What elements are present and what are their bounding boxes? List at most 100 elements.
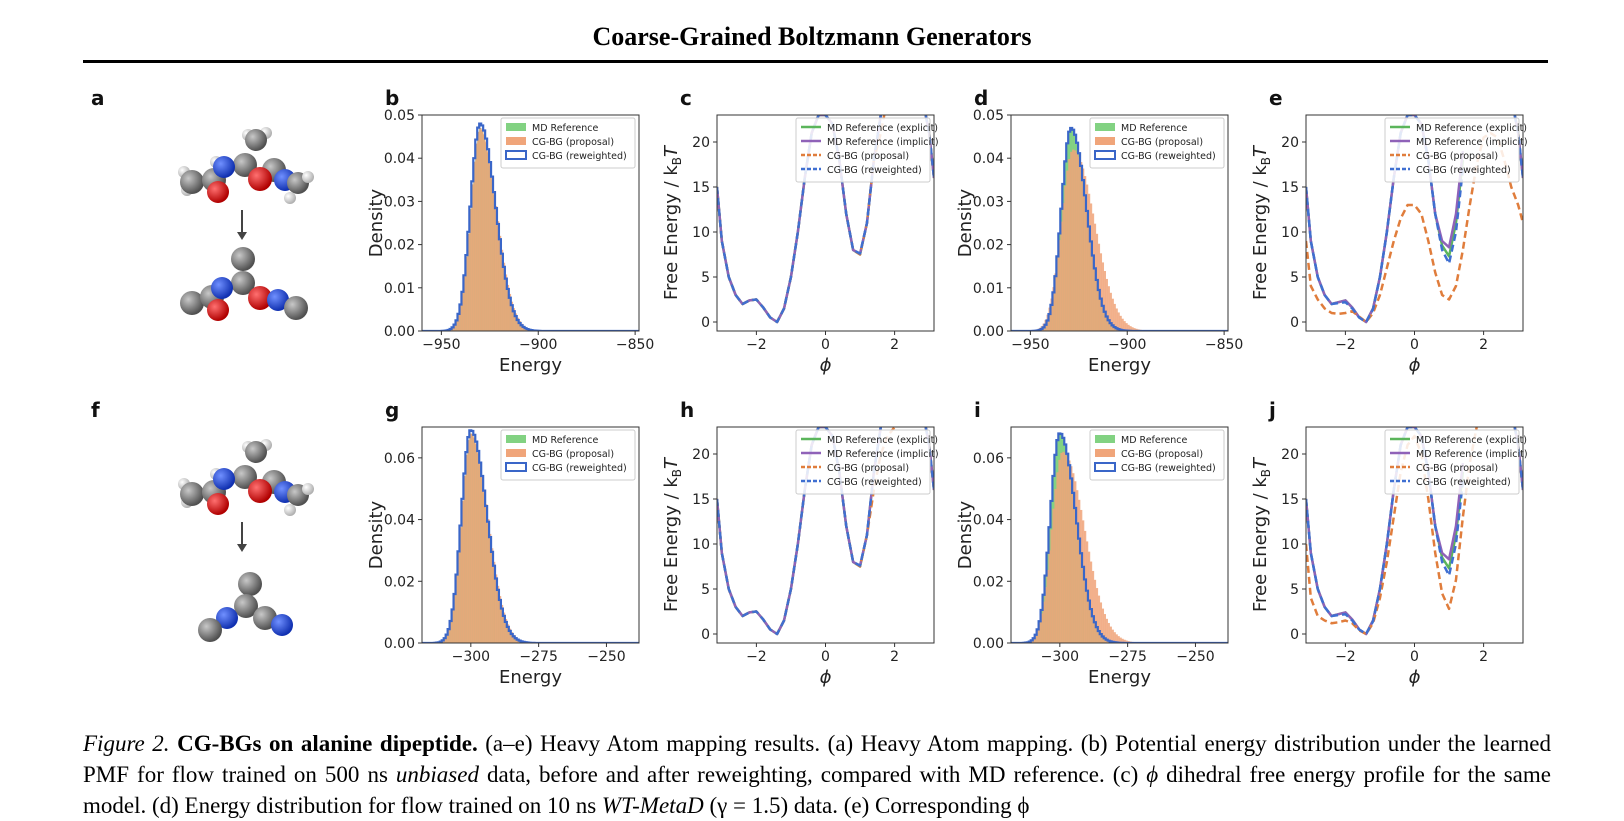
x-axis-label: ϕ	[820, 667, 832, 688]
panel-label-a: a	[91, 86, 105, 110]
y-tick-label: 0.00	[384, 636, 415, 652]
hist-bar	[487, 151, 489, 331]
x-tick-label: −950	[1011, 337, 1049, 353]
legend-entry: MD Reference (implicit)	[827, 137, 939, 148]
hist-bar	[1076, 153, 1078, 331]
x-tick-label: −250	[587, 649, 625, 665]
x-axis-label: Energy	[1088, 667, 1151, 688]
panel-label-d: d	[974, 86, 988, 110]
y-tick-label: 0.03	[384, 194, 415, 210]
y-axis-label: Free Energy / kBT	[1250, 144, 1273, 300]
legend-entry: CG-BG (reweighted)	[532, 151, 627, 162]
y-tick-label: 15	[1281, 492, 1299, 508]
x-tick-label: −300	[452, 649, 490, 665]
hist-bar	[1104, 271, 1106, 331]
hist-bar	[1064, 453, 1066, 643]
legend-entry: MD Reference (implicit)	[827, 449, 939, 460]
legend-swatch	[506, 137, 526, 145]
y-tick-label: 15	[1281, 180, 1299, 196]
hist-bar	[1054, 489, 1056, 643]
arrow-down-icon	[237, 522, 247, 552]
y-tick-label: 0	[701, 627, 710, 643]
legend-entry: CG-BG (reweighted)	[1416, 477, 1511, 488]
hist-bar	[475, 444, 477, 643]
legend-entry: MD Reference (implicit)	[1416, 137, 1528, 148]
y-axis-label: Density	[366, 500, 387, 569]
x-axis-label: Energy	[1088, 355, 1151, 376]
y-tick-label: 0	[701, 315, 710, 331]
x-tick-label: −275	[1108, 649, 1146, 665]
x-axis-label: Energy	[499, 667, 562, 688]
hist-bar	[467, 440, 469, 643]
legend-swatch	[1095, 151, 1115, 159]
legend-entry: MD Reference	[1121, 435, 1188, 446]
hist-bar	[491, 177, 493, 331]
x-tick-label: 0	[821, 337, 830, 353]
hist-bar	[1070, 152, 1072, 331]
chart-i-energy-histogram: −300−275−2500.000.020.040.06EnergyDensit…	[954, 422, 1249, 702]
hist-bar	[493, 191, 495, 331]
y-tick-label: 0.02	[384, 238, 415, 254]
chart-d-energy-histogram: −950−900−8500.000.010.020.030.040.05Ener…	[954, 110, 1249, 390]
x-tick-label: −275	[519, 649, 557, 665]
y-tick-label: 5	[1290, 582, 1299, 598]
y-tick-label: 0.05	[384, 108, 415, 124]
caption-prefix: Figure 2.	[83, 731, 170, 756]
panel-label-h: h	[680, 398, 694, 422]
legend-entry: MD Reference (explicit)	[1416, 435, 1527, 446]
hist-bar	[1092, 214, 1094, 331]
hist-bar	[485, 142, 487, 331]
legend-entry: CG-BG (proposal)	[1121, 137, 1203, 148]
x-tick-label: −2	[746, 649, 767, 665]
hist-bar	[1068, 159, 1070, 331]
x-tick-label: 2	[890, 649, 899, 665]
molecule-diagram-alt-mapping	[170, 432, 330, 652]
hist-bar	[479, 463, 481, 643]
panel-label-c: c	[680, 86, 692, 110]
hist-bar	[1102, 262, 1104, 331]
y-axis-label: Density	[955, 500, 976, 569]
legend-entry: CG-BG (proposal)	[827, 151, 909, 162]
y-tick-label: 0.02	[384, 574, 415, 590]
figure-caption: Figure 2. CG-BGs on alanine dipeptide. (…	[83, 728, 1551, 821]
coarse-grained-molecule	[180, 247, 308, 321]
y-axis-label: Free Energy / kBT	[661, 144, 684, 300]
all-atom-molecule	[178, 127, 314, 204]
y-tick-label: 0.00	[973, 636, 1004, 652]
x-axis-label: ϕ	[820, 355, 832, 376]
y-tick-label: 0	[1290, 315, 1299, 331]
hist-bar	[1092, 571, 1094, 643]
hist-bar	[1072, 150, 1074, 331]
x-tick-label: 2	[1479, 649, 1488, 665]
y-tick-label: 15	[692, 492, 710, 508]
legend-entry: CG-BG (proposal)	[1416, 151, 1498, 162]
y-axis-label: Free Energy / kBT	[661, 456, 684, 612]
hist-bar	[481, 476, 483, 643]
y-tick-label: 0.04	[973, 151, 1004, 167]
legend-entry: CG-BG (reweighted)	[532, 463, 627, 474]
caption-phi: ϕ	[1146, 762, 1158, 787]
hist-bar	[475, 144, 477, 331]
legend-entry: MD Reference (explicit)	[1416, 123, 1527, 134]
hist-bar	[1050, 530, 1052, 643]
caption-text-4: (γ = 1.5) data. (e) Corresponding ϕ	[704, 793, 1030, 818]
legend-entry: CG-BG (reweighted)	[1121, 463, 1216, 474]
hist-bar	[1090, 203, 1092, 331]
chart-b-energy-histogram: −950−900−8500.000.010.020.030.040.05Ener…	[365, 110, 660, 390]
hist-bar	[1078, 157, 1080, 331]
hist-bar	[1106, 279, 1108, 331]
legend-entry: CG-BG (reweighted)	[827, 165, 922, 176]
legend-swatch	[1095, 123, 1115, 131]
legend-entry: CG-BG (proposal)	[532, 449, 614, 460]
header-rule	[83, 60, 1548, 63]
hist-bar	[483, 134, 485, 331]
panel-label-i: i	[974, 398, 981, 422]
hist-bar	[469, 433, 471, 643]
y-tick-label: 5	[1290, 270, 1299, 286]
x-tick-label: 0	[821, 649, 830, 665]
hist-bar	[1058, 460, 1060, 643]
hist-bar	[483, 490, 485, 643]
x-tick-label: −2	[1335, 649, 1356, 665]
molecule-diagram-heavy-atom	[170, 120, 330, 340]
